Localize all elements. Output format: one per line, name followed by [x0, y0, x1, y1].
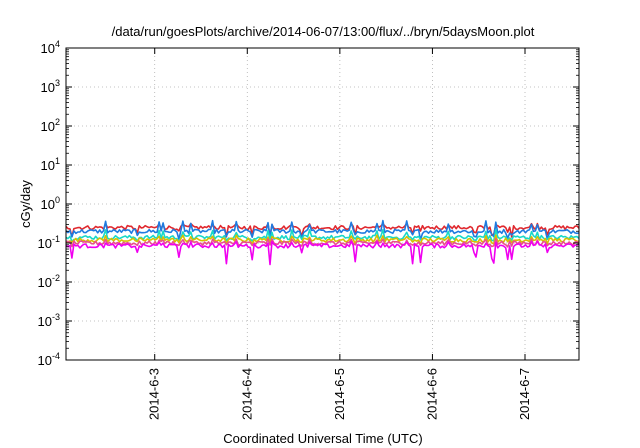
- x-tick-label: 2014-6-3: [147, 368, 162, 420]
- x-tick-label: 2014-6-5: [332, 368, 347, 420]
- y-tick-label: 100: [41, 195, 60, 212]
- x-tick-label: 2014-6-4: [239, 368, 254, 420]
- y-tick-label: 10-4: [38, 351, 60, 368]
- x-axis: 2014-6-3 2014-6-4 2014-6-5 2014-6-6 2014-6-7: [147, 48, 532, 420]
- series-group: [65, 219, 580, 266]
- chart-title: /data/run/goesPlots/archive/2014-06-07/1…: [112, 24, 535, 39]
- y-tick-label: 10-2: [38, 273, 60, 290]
- x-axis-label: Coordinated Universal Time (UTC): [223, 431, 422, 446]
- x-tick-label: 2014-6-6: [424, 368, 439, 420]
- series-line-3: [65, 229, 580, 243]
- series-line-6: [65, 240, 580, 266]
- y-tick-label: 104: [41, 39, 60, 56]
- y-tick-label: 102: [41, 117, 60, 134]
- grid: [66, 48, 579, 360]
- y-tick-label: 10-1: [38, 234, 60, 251]
- series-line-5: [65, 238, 580, 248]
- series-line-4: [65, 234, 580, 245]
- x-tick-label: 2014-6-7: [517, 368, 532, 420]
- y-axis: 10-4 10-3 10-2 10-1 100 101 102 103 104: [38, 39, 579, 368]
- y-tick-label: 10-3: [38, 312, 60, 329]
- y-tick-label: 103: [41, 78, 60, 95]
- y-tick-label: 101: [41, 156, 60, 173]
- series-line-2: [65, 219, 580, 241]
- y-axis-label: cGy/day: [18, 180, 33, 228]
